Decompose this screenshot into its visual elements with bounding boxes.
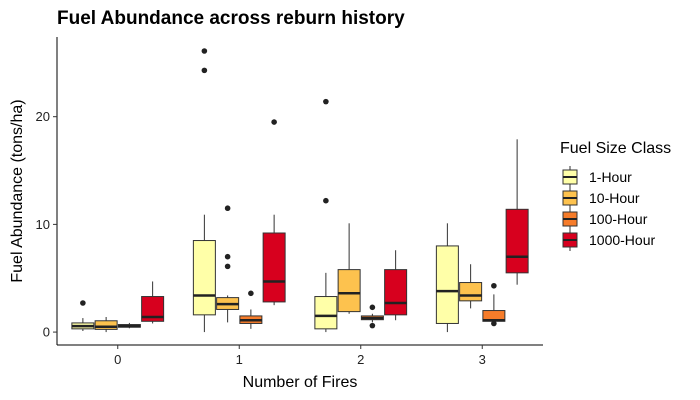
y-axis-title: Fuel Abundance (tons/ha) xyxy=(9,99,26,282)
outlier-point xyxy=(271,119,277,125)
legend-item-10-Hour: 10-Hour xyxy=(562,187,640,209)
legend-label: 10-Hour xyxy=(589,190,640,206)
x-axis-ticks: 0 1 2 3 xyxy=(114,345,486,367)
legend-item-1000-Hour: 1000-Hour xyxy=(562,229,655,251)
box-body xyxy=(435,245,459,324)
x-axis-title: Number of Fires xyxy=(243,374,358,391)
box-10-Hour-0 xyxy=(94,317,118,333)
outlier-point xyxy=(201,48,208,54)
legend-item-100-Hour: 100-Hour xyxy=(562,208,648,230)
box-1-Hour-0 xyxy=(71,300,95,331)
legend-label: 1000-Hour xyxy=(589,232,655,248)
outlier-point xyxy=(201,67,208,74)
outlier-point xyxy=(323,197,329,204)
box-body xyxy=(141,296,165,322)
y-tick-label: 20 xyxy=(36,109,50,124)
box-100-Hour-2 xyxy=(360,304,384,329)
box-body xyxy=(314,296,338,330)
chart-title: Fuel Abundance across reburn history xyxy=(57,8,405,29)
box-body xyxy=(94,320,118,330)
box-body xyxy=(262,232,286,303)
x-tick-label: 1 xyxy=(236,352,243,367)
legend-label: 100-Hour xyxy=(589,211,648,227)
outlier-point xyxy=(323,98,329,105)
box-1000-Hour-1 xyxy=(262,119,286,306)
x-tick-label: 3 xyxy=(479,352,486,367)
legend-label: 1-Hour xyxy=(589,169,632,185)
outlier-point xyxy=(491,282,497,289)
box-body xyxy=(384,269,408,316)
y-axis-ticks: 0 10 20 xyxy=(36,109,57,340)
outlier-point xyxy=(224,253,231,260)
plot-area xyxy=(71,48,529,333)
outlier-point xyxy=(369,304,376,311)
box-1-Hour-1 xyxy=(192,48,216,333)
x-tick-label: 0 xyxy=(114,352,121,367)
legend: Fuel Size Class 1-Hour 10-Hour 100-Hour 100… xyxy=(560,140,671,251)
box-100-Hour-0 xyxy=(117,322,141,329)
box-10-Hour-2 xyxy=(337,223,361,314)
box-1000-Hour-0 xyxy=(141,281,165,324)
box-10-Hour-3 xyxy=(459,264,483,309)
box-1-Hour-3 xyxy=(435,223,459,333)
outlier-point xyxy=(369,322,376,329)
y-tick-label: 0 xyxy=(43,325,50,340)
box-100-Hour-1 xyxy=(239,290,263,329)
box-body xyxy=(505,208,529,274)
box-10-Hour-1 xyxy=(216,205,240,323)
box-100-Hour-3 xyxy=(482,282,506,327)
x-tick-label: 2 xyxy=(357,352,364,367)
box-body xyxy=(337,269,361,313)
box-1000-Hour-3 xyxy=(505,139,529,285)
outlier-point xyxy=(248,290,254,297)
outlier-point xyxy=(491,320,497,327)
box-body xyxy=(459,282,483,302)
box-1-Hour-2 xyxy=(314,98,338,333)
legend-title: Fuel Size Class xyxy=(560,140,671,157)
outlier-point xyxy=(224,205,231,212)
y-tick-label: 10 xyxy=(36,217,50,232)
outlier-point xyxy=(80,300,86,306)
box-body xyxy=(192,240,216,316)
box-1000-Hour-2 xyxy=(384,250,408,321)
legend-item-1-Hour: 1-Hour xyxy=(562,166,632,188)
outlier-point xyxy=(224,263,231,270)
